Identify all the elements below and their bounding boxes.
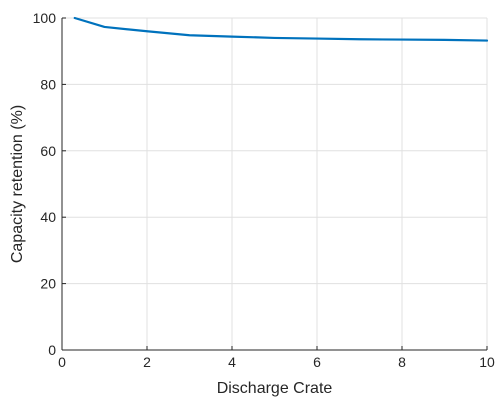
y-tick-label: 80 <box>40 76 56 92</box>
y-tick-label: 40 <box>40 209 56 225</box>
plot-area <box>73 16 489 42</box>
x-axis-label: Discharge Crate <box>217 380 333 397</box>
y-tick-label: 0 <box>48 342 56 358</box>
y-tick-label: 100 <box>33 10 57 26</box>
y-tick-label: 60 <box>40 143 56 159</box>
x-tick-label: 10 <box>479 354 495 370</box>
x-tick-label: 4 <box>228 354 236 370</box>
series-line <box>73 16 489 42</box>
y-tick-label: 20 <box>40 276 56 292</box>
x-tick-label: 0 <box>58 354 66 370</box>
x-tick-label: 6 <box>313 354 321 370</box>
x-tick-label: 8 <box>398 354 406 370</box>
y-axis-label: Capacity retention (%) <box>9 105 26 263</box>
axes <box>61 17 488 351</box>
x-tick-label: 2 <box>143 354 151 370</box>
